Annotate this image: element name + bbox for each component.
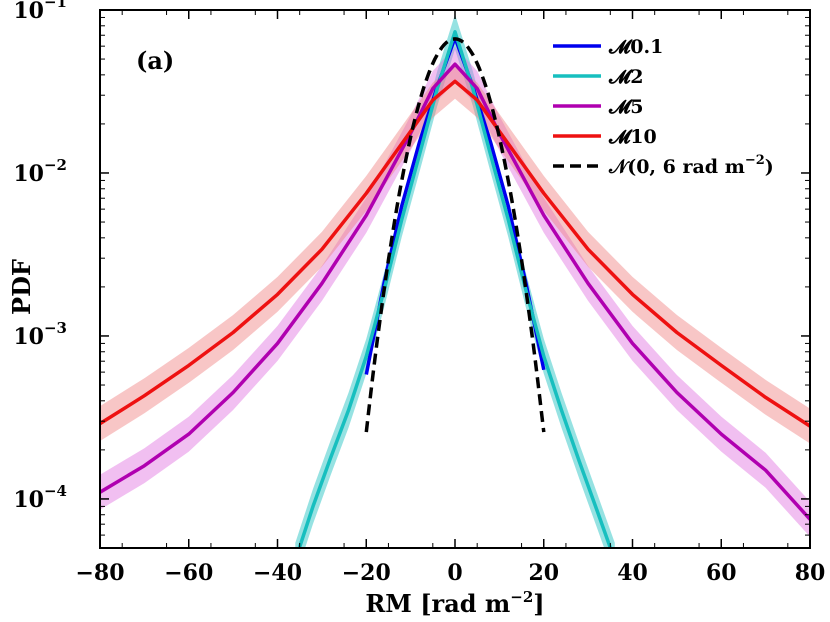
y-tick-exp: −1 bbox=[44, 0, 67, 11]
x-tick-label: 40 bbox=[617, 560, 648, 586]
x-axis-title-main: RM [rad m bbox=[365, 589, 510, 618]
y-tick-label: 10−2 bbox=[13, 156, 67, 187]
x-axis-title: RM [rad m−2] bbox=[365, 588, 544, 618]
legend-label: 𝓜0.1 bbox=[608, 36, 663, 58]
x-axis-title-end: ] bbox=[533, 589, 544, 618]
y-tick-base: 10 bbox=[13, 0, 44, 24]
legend-label-main: 𝓜10 bbox=[608, 126, 657, 148]
y-tick-label: 10−4 bbox=[13, 482, 67, 513]
legend-label-main: 𝓜0.1 bbox=[608, 36, 663, 58]
y-tick-exp: −4 bbox=[44, 482, 67, 500]
y-tick-label: 10−3 bbox=[13, 319, 67, 350]
y-axis-title: PDF bbox=[7, 259, 36, 315]
x-tick-label: −80 bbox=[75, 560, 124, 586]
curve-m5 bbox=[100, 62, 810, 521]
curve-n-0-6-rad-m-2- bbox=[364, 37, 546, 433]
uncertainty-bands bbox=[100, 14, 810, 548]
y-tick-exp: −2 bbox=[44, 156, 67, 174]
x-tick-label: 80 bbox=[795, 560, 826, 586]
band-m10 bbox=[100, 63, 810, 444]
axis-ticks bbox=[99, 9, 811, 549]
legend-label-main: 𝓜5 bbox=[608, 96, 644, 118]
x-tick-label: −60 bbox=[164, 560, 213, 586]
x-tick-label: 60 bbox=[706, 560, 737, 586]
band-m5 bbox=[100, 46, 810, 537]
y-tick-base: 10 bbox=[13, 487, 44, 513]
x-axis-title-exp: −2 bbox=[510, 588, 533, 606]
x-tick-label: 0 bbox=[447, 560, 462, 586]
x-tick-label: −40 bbox=[253, 560, 302, 586]
legend-label: 𝓜2 bbox=[608, 66, 644, 88]
y-tick-exp: −3 bbox=[44, 319, 67, 337]
y-tick-base: 10 bbox=[13, 324, 44, 350]
legend: 𝓜0.1 𝓜2 𝓜5 𝓜10 𝒩(0, 6 rad m−2) bbox=[553, 36, 774, 178]
x-tick-label: 20 bbox=[528, 560, 559, 586]
panel-label: (a) bbox=[136, 46, 174, 75]
legend-label-end: ) bbox=[765, 156, 774, 178]
legend-label-main: 𝒩(0, 6 rad m bbox=[608, 156, 745, 178]
y-tick-base: 10 bbox=[13, 161, 44, 187]
legend-label-exp: −2 bbox=[745, 153, 765, 168]
curve-m10 bbox=[100, 79, 810, 428]
legend-label: 𝓜5 bbox=[608, 96, 644, 118]
legend-label-main: 𝓜2 bbox=[608, 66, 644, 88]
curve-m2 bbox=[297, 30, 613, 548]
legend-label: 𝓜10 bbox=[608, 126, 657, 148]
y-tick-label: 10−1 bbox=[13, 0, 67, 24]
x-tick-label: −20 bbox=[342, 560, 391, 586]
legend-label: 𝒩(0, 6 rad m−2) bbox=[608, 153, 774, 178]
series-curves bbox=[100, 30, 810, 548]
